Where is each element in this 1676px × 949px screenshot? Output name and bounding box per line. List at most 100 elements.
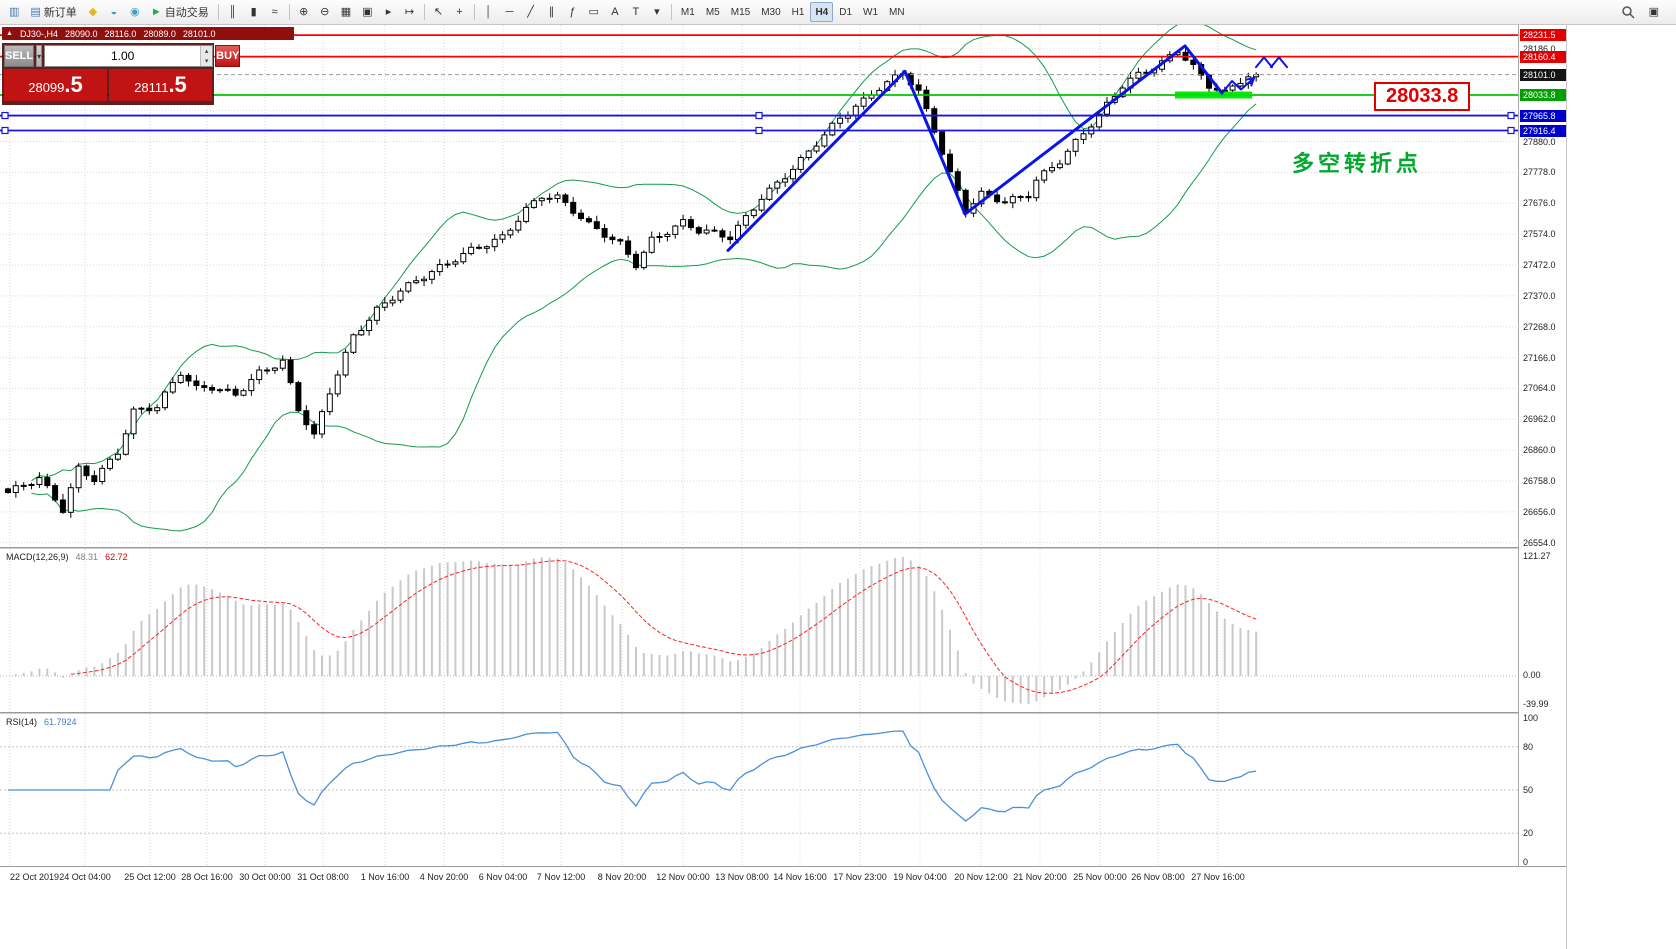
channel-button[interactable]: ∥: [542, 2, 562, 22]
volume-increase-button[interactable]: ▴: [201, 46, 213, 56]
time-axis[interactable]: 22 Oct 2019 24 Oct 04:00 25 Oct 12:00 28 Oc…: [0, 866, 1566, 890]
axis-price-label: 26962.0: [1523, 414, 1556, 425]
line-handle[interactable]: [1507, 126, 1515, 135]
timeframe-m5[interactable]: M5: [705, 6, 720, 18]
crosshair-button-icon: +: [456, 5, 463, 18]
fibonacci-button[interactable]: ƒ: [563, 2, 583, 22]
axis-price-label: 28186.0: [1523, 43, 1556, 54]
main-chart-canvas[interactable]: [0, 25, 1518, 547]
timeframe-m1[interactable]: M1: [680, 6, 695, 18]
trendline-button[interactable]: ╱: [521, 2, 541, 22]
favorites-button[interactable]: ◆: [83, 2, 103, 22]
crosshair-button[interactable]: +: [450, 2, 470, 22]
macd-canvas[interactable]: [0, 549, 1518, 712]
macd-main-value: 48.31: [75, 552, 99, 562]
favorites-button-icon: ◆: [88, 5, 98, 18]
bar-chart-button[interactable]: ║: [223, 2, 243, 22]
shapes-button[interactable]: ▭: [584, 2, 604, 22]
horizontal-line-button[interactable]: ─: [500, 2, 520, 22]
axis-price-label: 26860.0: [1523, 445, 1556, 456]
price-chip-27965.8: 27965.8: [1520, 109, 1566, 122]
grid-button[interactable]: ▦: [336, 2, 356, 22]
zoom-out-button[interactable]: ⊖: [315, 2, 335, 22]
timeframe-w1[interactable]: W1: [863, 6, 879, 18]
toolbar-buttons: ▥ ▤ 新订单 ◆ ◒ ◉ ► 自动交易 ║ ▮ ≈ ⊕ ⊖ ▦ ▣ ▸ ↦ ↖ + │ ─ ╱ ∥ ƒ ▭ A T ▾ M1 M5 M15…: [4, 2, 910, 22]
sell-button[interactable]: SELL: [4, 45, 35, 67]
volume-decrease-button[interactable]: ▾: [201, 56, 213, 66]
one-click-trading-panel: SELL ▾ ▴ ▾ BUY 28099.5 28111.5: [2, 43, 241, 105]
cursor-button[interactable]: ↖: [429, 2, 449, 22]
line-handle[interactable]: [755, 111, 763, 120]
price-chart-panel[interactable]: ▲ DJ30-,H4 28090.0 28116.0 28089.0 28101…: [0, 25, 1518, 547]
panel-splitter[interactable]: [0, 547, 1566, 549]
profile-button-icon: ◒: [110, 5, 118, 18]
toolbar-separator: [217, 4, 219, 20]
arrowhead: [1250, 77, 1255, 87]
label-button[interactable]: T: [626, 2, 646, 22]
buy-price-big: .5: [168, 72, 187, 97]
charts-window-button[interactable]: ▥: [4, 2, 24, 22]
zoom-in-button[interactable]: ⊕: [294, 2, 314, 22]
turning-point-label[interactable]: 多空转折点: [1292, 151, 1423, 176]
rsi-axis-0: 0: [1523, 857, 1529, 867]
buy-price-prefix: 28111: [134, 80, 169, 95]
time-axis-label: 12 Nov 00:00: [656, 872, 710, 882]
rsi-canvas[interactable]: [0, 714, 1518, 866]
data-window-icon[interactable]: ▣: [1644, 2, 1664, 22]
auto-scroll-button[interactable]: ▸: [379, 2, 399, 22]
timeframe-mn[interactable]: MN: [889, 6, 905, 18]
label-button-icon: T: [632, 5, 640, 18]
community-button[interactable]: ◉: [125, 2, 145, 22]
order-type-dropdown[interactable]: ▾: [36, 45, 43, 67]
timeframe-h1[interactable]: H1: [791, 6, 805, 18]
time-axis-label: 14 Nov 16:00: [773, 872, 827, 882]
line-chart-button[interactable]: ≈: [265, 2, 285, 22]
caret-mark[interactable]: [1270, 56, 1288, 69]
chart-shift-button[interactable]: ↦: [400, 2, 420, 22]
line-handle[interactable]: [1507, 111, 1515, 120]
time-axis-label: 28 Oct 16:00: [181, 872, 233, 882]
time-axis-label: 21 Nov 20:00: [1013, 872, 1067, 882]
search-icon[interactable]: [1616, 2, 1640, 22]
time-axis-label: 8 Nov 20:00: [597, 872, 647, 882]
axis-price-label: 27880.0: [1523, 136, 1556, 147]
buy-button[interactable]: BUY: [215, 45, 241, 67]
arrow-zigzag-line[interactable]: [1221, 77, 1255, 95]
line-handle[interactable]: [1, 126, 9, 135]
time-axis-label: 31 Oct 08:00: [297, 872, 349, 882]
text-button-icon: A: [611, 5, 619, 18]
new-order-button[interactable]: ▤ 新订单: [25, 2, 81, 22]
time-axis-label: 7 Nov 12:00: [536, 872, 586, 882]
current-price-chip: 28101.0: [1520, 68, 1566, 81]
volume-input[interactable]: [45, 46, 201, 66]
caret-mark[interactable]: [1255, 56, 1273, 69]
toolbar-separator: [473, 4, 475, 20]
panel-splitter[interactable]: [0, 712, 1566, 714]
sell-price-display[interactable]: 28099.5: [4, 69, 107, 101]
toolbar-separator: [423, 4, 425, 20]
fibonacci-button-icon: ƒ: [569, 5, 576, 18]
rsi-panel[interactable]: RSI(14) 61.7924: [0, 714, 1518, 866]
price-callout-box[interactable]: 28033.8: [1374, 82, 1471, 111]
tile-windows-button[interactable]: ▣: [357, 2, 377, 22]
support-zone-bar[interactable]: [1175, 91, 1252, 99]
arrows-button[interactable]: ▾: [647, 2, 667, 22]
macd-panel[interactable]: MACD(12,26,9) 48.31 62.72: [0, 549, 1518, 712]
timeframe-h4[interactable]: H4: [810, 2, 834, 22]
line-handle[interactable]: [755, 126, 763, 135]
axis-price-label: 27472.0: [1523, 260, 1556, 270]
profile-button[interactable]: ◒: [104, 2, 124, 22]
zoom-out-button-icon: ⊖: [320, 5, 330, 18]
line-handle[interactable]: [1, 111, 9, 120]
algo-trading-button[interactable]: ► 自动交易: [146, 2, 214, 22]
volume-spinner: ▴ ▾: [200, 46, 213, 66]
price-axis[interactable]: 28186.0 27880.0 27778.0 27676.0 27574.0 27472…: [1518, 25, 1566, 867]
buy-price-display[interactable]: 28111.5: [109, 69, 212, 101]
text-button[interactable]: A: [605, 2, 625, 22]
timeframe-m15[interactable]: M15: [730, 6, 751, 18]
timeframe-m30[interactable]: M30: [761, 6, 781, 18]
vertical-line-button[interactable]: │: [479, 2, 499, 22]
timeframe-d1[interactable]: D1: [839, 6, 853, 18]
candle-chart-button[interactable]: ▮: [244, 2, 264, 22]
trend-zigzag-line[interactable]: [726, 44, 1224, 252]
